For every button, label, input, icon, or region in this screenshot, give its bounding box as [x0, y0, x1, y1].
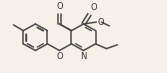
Text: O: O: [97, 18, 104, 27]
Text: O: O: [91, 3, 97, 12]
Text: N: N: [80, 52, 87, 61]
Text: O: O: [56, 2, 63, 11]
Text: O: O: [56, 52, 63, 61]
